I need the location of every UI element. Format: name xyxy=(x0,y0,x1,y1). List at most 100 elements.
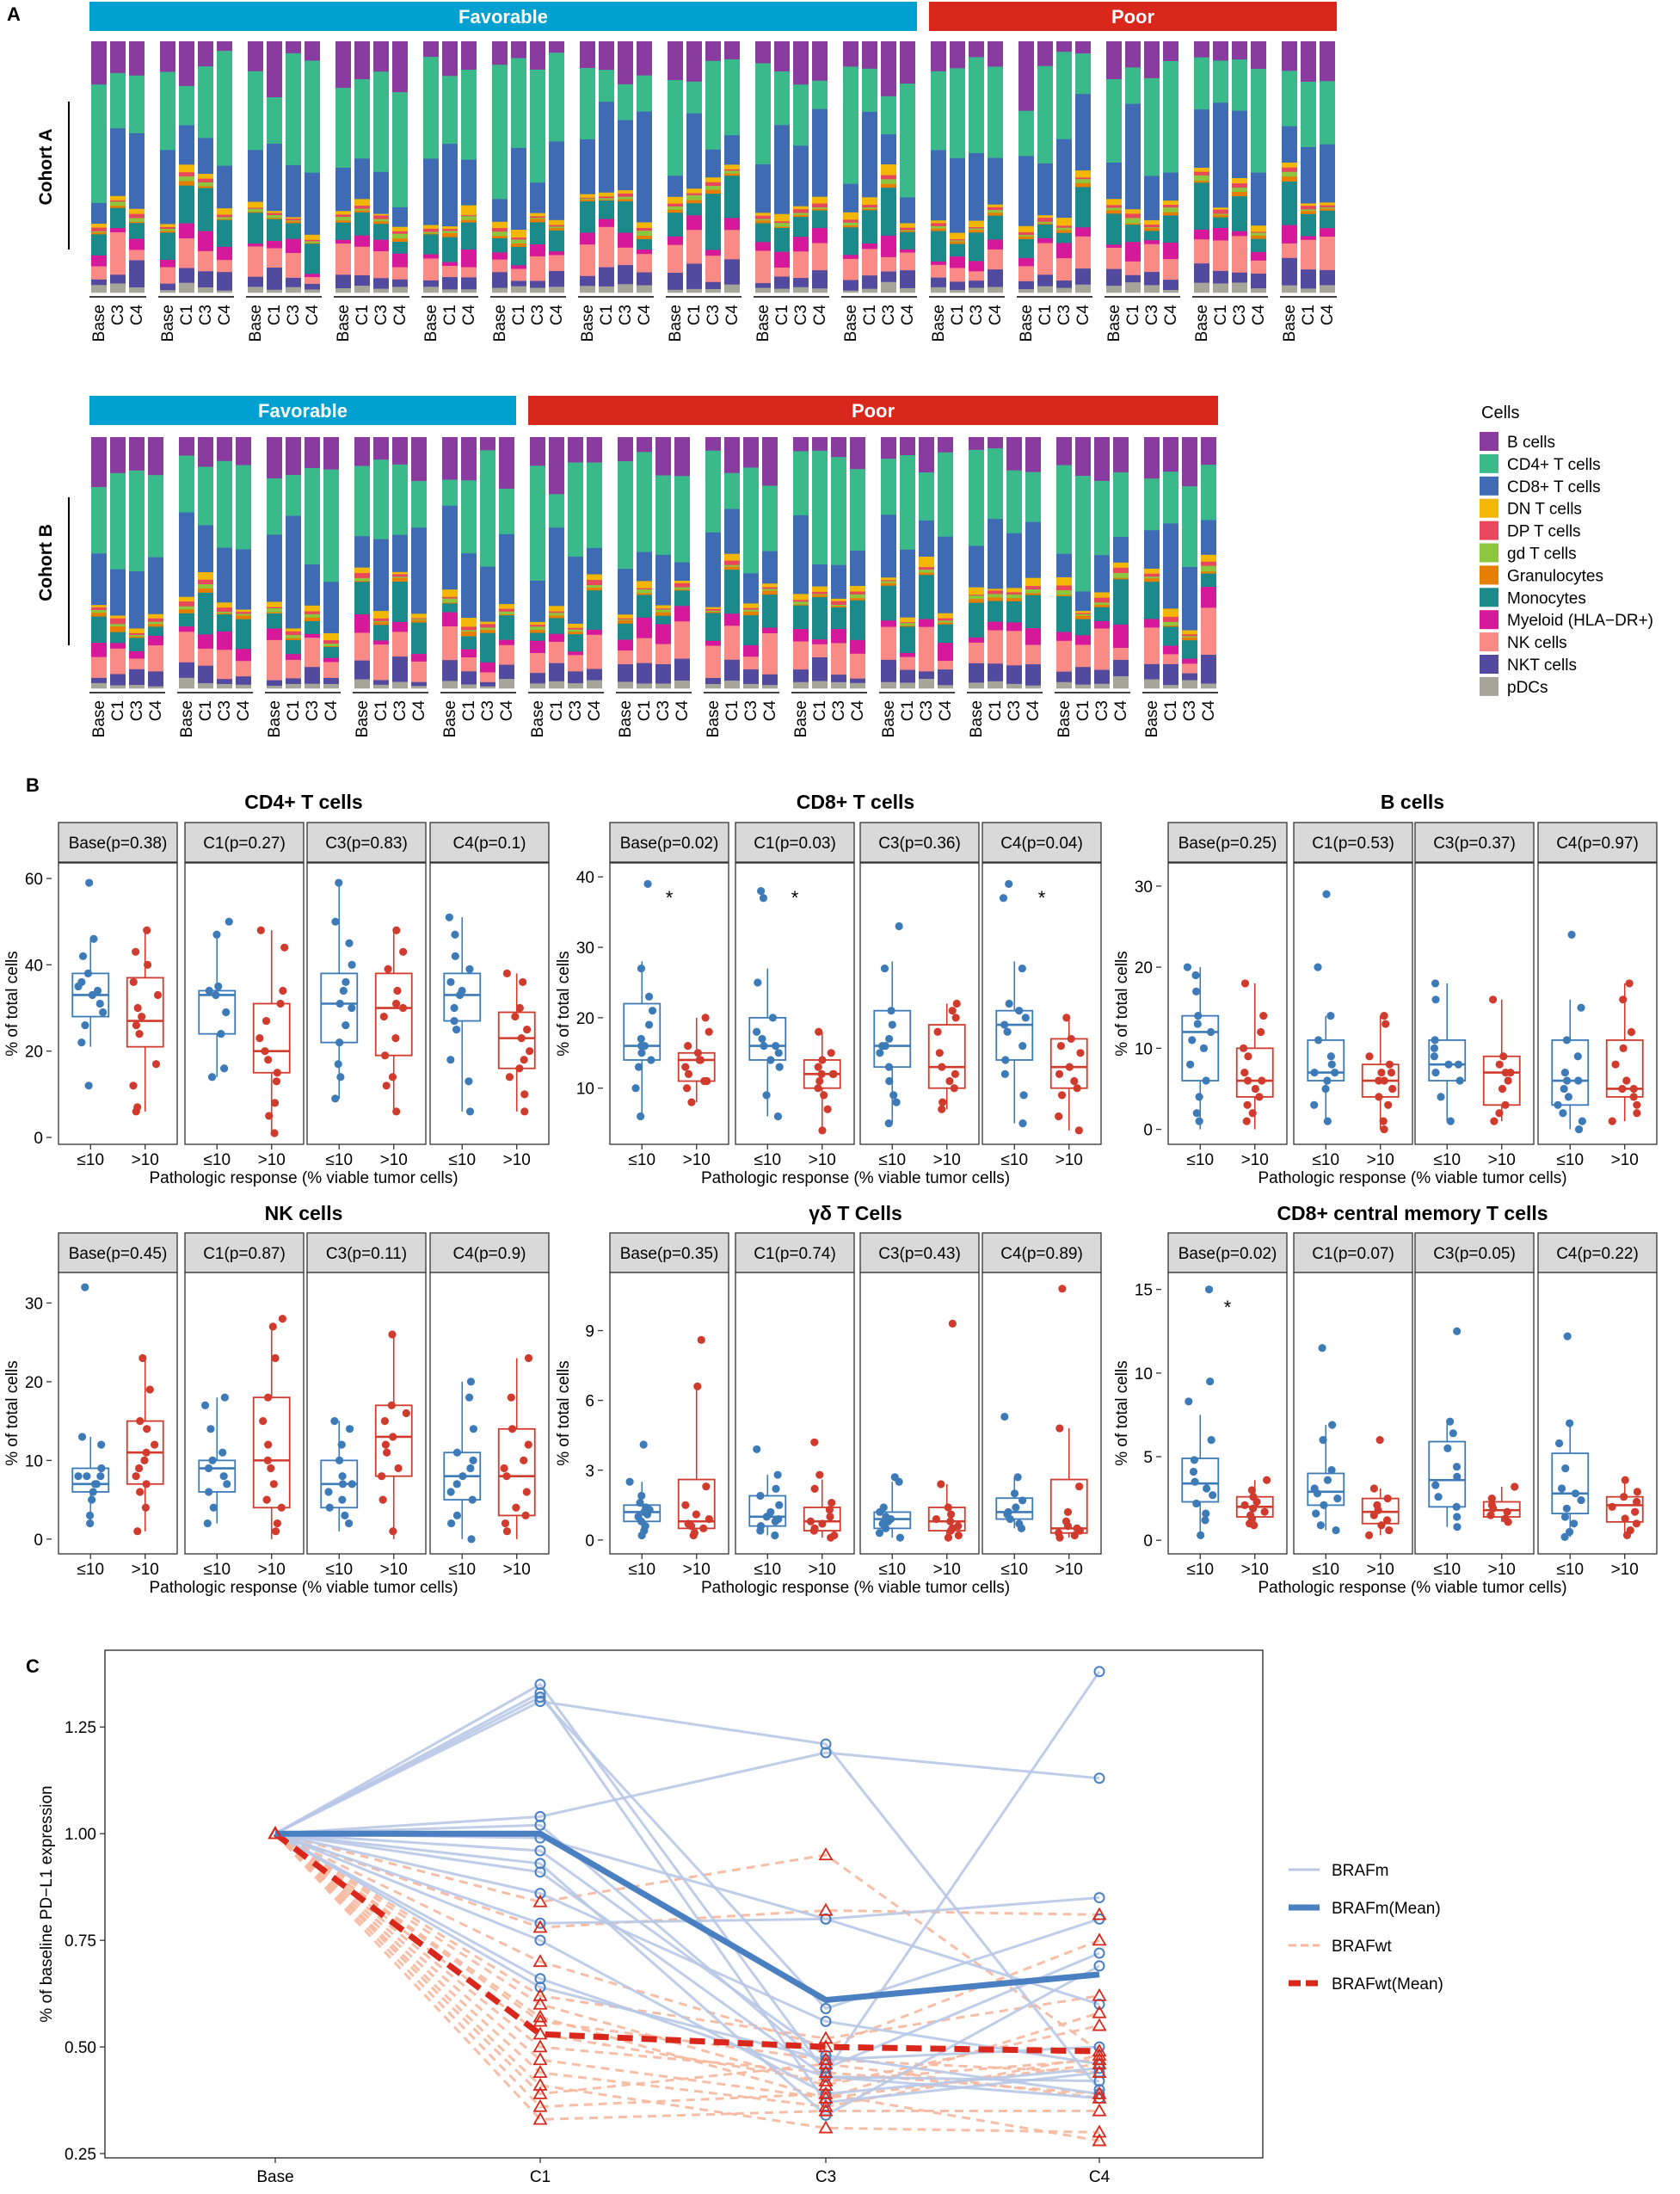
bar-segment xyxy=(724,284,740,293)
bar-segment xyxy=(881,459,896,515)
data-point xyxy=(762,1513,771,1521)
bar-segment xyxy=(286,639,301,655)
data-point xyxy=(521,1511,530,1520)
data-point-triangle xyxy=(268,1826,283,1840)
legend-label: Myeloid (HLA−DR+) xyxy=(1507,612,1653,630)
data-point xyxy=(1434,1493,1443,1501)
x-tick-label: C3 xyxy=(815,2168,836,2186)
facet-strip xyxy=(982,822,1102,863)
bar-segment xyxy=(373,539,389,612)
x-tick-label: >10 xyxy=(1611,1151,1639,1169)
data-point xyxy=(262,1495,271,1504)
x-tick-label: ≤10 xyxy=(754,1151,781,1169)
bar-segment xyxy=(774,276,790,289)
bar-segment xyxy=(461,626,477,631)
bar-segment xyxy=(267,289,282,293)
bar-segment xyxy=(480,672,495,683)
legend-swatch xyxy=(1480,476,1498,496)
bar-segment xyxy=(1282,225,1297,244)
bar-segment xyxy=(179,85,194,126)
bar-segment xyxy=(724,626,740,661)
bar-segment xyxy=(1201,437,1216,465)
bar-segment xyxy=(392,41,408,93)
data-point xyxy=(1192,1109,1201,1118)
bar-segment xyxy=(1075,615,1091,619)
bar-segment xyxy=(499,613,514,616)
data-point xyxy=(1383,1495,1392,1503)
bar-segment xyxy=(499,639,514,646)
bar-segment xyxy=(461,437,477,481)
bar-segment xyxy=(373,215,389,219)
bar-segment xyxy=(492,221,508,229)
bar-segment xyxy=(1232,177,1247,184)
bar-segment xyxy=(1006,665,1022,685)
bar-segment xyxy=(305,611,320,615)
data-point xyxy=(1437,1093,1445,1101)
data-point xyxy=(259,1417,268,1426)
data-point xyxy=(1263,1476,1271,1484)
facet-strip xyxy=(1537,822,1658,863)
bar-segment xyxy=(831,598,846,602)
facet-strip xyxy=(1167,822,1288,863)
bar-segment xyxy=(492,236,508,239)
bar-segment xyxy=(91,285,107,293)
bar-segment xyxy=(724,681,740,689)
data-point xyxy=(218,1448,227,1457)
bar-segment xyxy=(1320,81,1335,145)
data-point xyxy=(636,1499,644,1507)
data-point xyxy=(1578,1117,1586,1125)
data-point xyxy=(1385,1525,1394,1535)
data-point xyxy=(1320,1501,1328,1510)
bar-segment xyxy=(668,236,683,245)
bar-segment xyxy=(198,250,213,272)
data-point-triangle xyxy=(818,2052,834,2066)
bar-segment xyxy=(423,234,439,255)
timepoint-label: C4 xyxy=(899,305,917,326)
bar-segment xyxy=(931,223,946,227)
y-tick-label: 10 xyxy=(25,1452,43,1470)
data-point xyxy=(814,1063,822,1071)
bar-segment xyxy=(637,41,652,76)
data-point xyxy=(1573,1052,1582,1061)
bar-segment xyxy=(1018,289,1034,293)
data-point xyxy=(1487,1495,1496,1503)
data-point xyxy=(342,1020,350,1030)
bar-segment xyxy=(988,590,1003,595)
bar-segment xyxy=(373,680,389,686)
bar-segment xyxy=(1075,284,1091,293)
bar-segment xyxy=(91,656,107,679)
box-iqr xyxy=(995,1009,1034,1061)
y-tick-label: 30 xyxy=(1135,878,1153,897)
bar-segment xyxy=(705,437,721,452)
bar-segment xyxy=(442,231,458,234)
legend-swatch xyxy=(1480,588,1498,607)
bar-segment xyxy=(198,188,213,231)
data-point xyxy=(348,960,356,969)
data-point xyxy=(446,1056,455,1064)
bar-segment xyxy=(236,613,251,616)
bar-segment xyxy=(1182,636,1197,638)
data-point xyxy=(1013,1473,1022,1482)
data-point xyxy=(391,1034,400,1043)
data-point xyxy=(133,1527,142,1536)
y-tick-label: 6 xyxy=(585,1393,594,1411)
bar-segment xyxy=(812,591,828,595)
bar-segment xyxy=(305,638,320,668)
facet-panel xyxy=(429,862,550,1145)
bar-segment xyxy=(461,249,477,268)
bar-segment xyxy=(1144,240,1160,244)
x-tick-label: ≤10 xyxy=(325,1151,353,1169)
bar-segment xyxy=(587,462,602,549)
bar-segment xyxy=(1182,680,1197,689)
bar-segment xyxy=(129,628,145,634)
data-point xyxy=(399,947,408,956)
data-point xyxy=(1375,1076,1383,1085)
facet-label: C1(p=0.53) xyxy=(1312,835,1394,853)
data-point xyxy=(693,1382,702,1390)
bar-segment xyxy=(480,686,495,689)
bar-segment xyxy=(1018,231,1034,236)
legend-label: B cells xyxy=(1507,434,1555,452)
bar-segment xyxy=(988,594,1003,598)
bar-segment xyxy=(286,635,301,638)
data-point xyxy=(1240,979,1250,988)
